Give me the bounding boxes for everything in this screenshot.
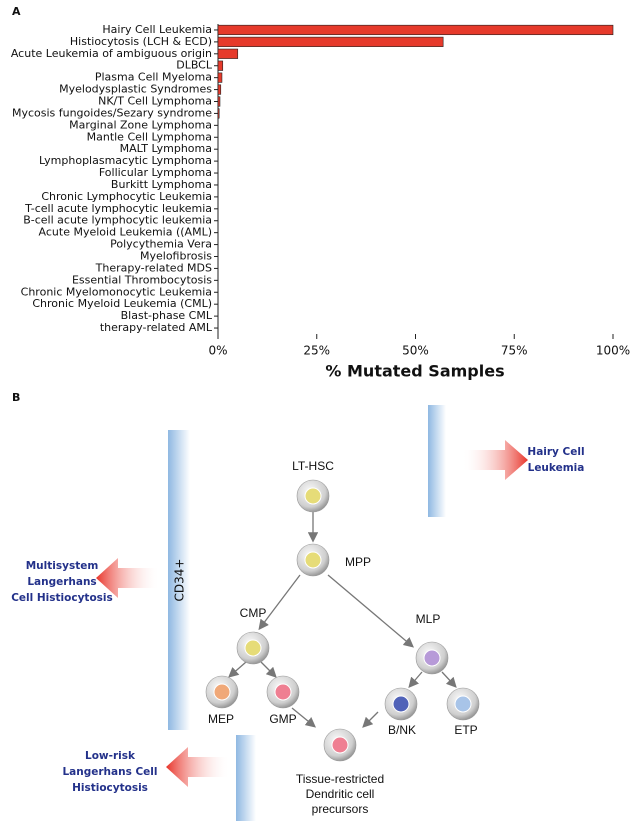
x-tick-label: 25% xyxy=(303,344,330,358)
bar xyxy=(218,61,223,71)
arrow xyxy=(364,712,378,726)
bar xyxy=(218,25,613,35)
outcome-label: Hairy Cell xyxy=(527,446,584,458)
node-label: Tissue-restricted xyxy=(296,772,384,786)
node-label: MPP xyxy=(345,555,371,569)
cell-nucleus xyxy=(245,640,261,656)
arrow xyxy=(166,747,230,787)
node-label: MLP xyxy=(416,612,441,626)
bar xyxy=(218,109,219,119)
cell-nucleus xyxy=(275,684,291,700)
cell-nucleus xyxy=(393,696,409,712)
outcome-label: Histiocytosis xyxy=(72,782,148,794)
diagram: CD34+ LT-HSC MPP CMP MLP MEP GMP B/NK ETP Tissue… xyxy=(11,405,584,821)
arrow xyxy=(442,672,455,686)
cell-nucleus xyxy=(214,684,230,700)
cell-nucleus xyxy=(305,552,321,568)
outcome-label: Langerhans xyxy=(27,576,96,588)
bar xyxy=(218,97,220,107)
arrow xyxy=(328,575,412,646)
node-label: Dendritic cell xyxy=(306,787,375,801)
arrow xyxy=(230,662,246,676)
node-label: MEP xyxy=(208,712,234,726)
y-tick-label: therapy-related AML xyxy=(100,321,213,334)
arrow xyxy=(261,662,275,676)
cell-nucleus xyxy=(332,737,348,753)
bar xyxy=(218,37,443,47)
node-label: GMP xyxy=(269,712,296,726)
cell-nucleus xyxy=(305,488,321,504)
x-tick-label: 50% xyxy=(402,344,429,358)
outcome-label: Leukemia xyxy=(528,462,585,474)
bar xyxy=(218,85,221,95)
x-axis-label: % Mutated Samples xyxy=(325,362,504,381)
gradient-label: CD34+ xyxy=(173,559,187,602)
x-tick-label: 100% xyxy=(596,344,630,358)
outcome-label: Langerhans Cell xyxy=(62,766,157,778)
node-label: LT-HSC xyxy=(292,459,334,473)
node-label: precursors xyxy=(312,802,369,816)
bar xyxy=(218,73,222,83)
bar xyxy=(218,49,238,59)
node-label: ETP xyxy=(454,723,477,737)
x-tick-label: 75% xyxy=(501,344,528,358)
outcome-label: Low-risk xyxy=(85,750,136,762)
figure: A B % Mutated Samples CD34+ LT-HSC MPP CMP… xyxy=(0,0,639,823)
x-tick-label: 0% xyxy=(208,344,227,358)
cell-nucleus xyxy=(424,650,440,666)
outcome-label: Cell Histiocytosis xyxy=(11,592,113,604)
panel-label: B xyxy=(12,391,20,404)
cell-nucleus xyxy=(455,696,471,712)
panel-label: A xyxy=(12,5,21,18)
gradient-bar xyxy=(236,735,256,821)
node-label: CMP xyxy=(240,606,267,620)
node-label: B/NK xyxy=(388,723,416,737)
outcome-label: Multisystem xyxy=(26,560,99,572)
arrow xyxy=(410,672,422,686)
arrow xyxy=(462,440,528,480)
gradient-bar xyxy=(428,405,446,517)
